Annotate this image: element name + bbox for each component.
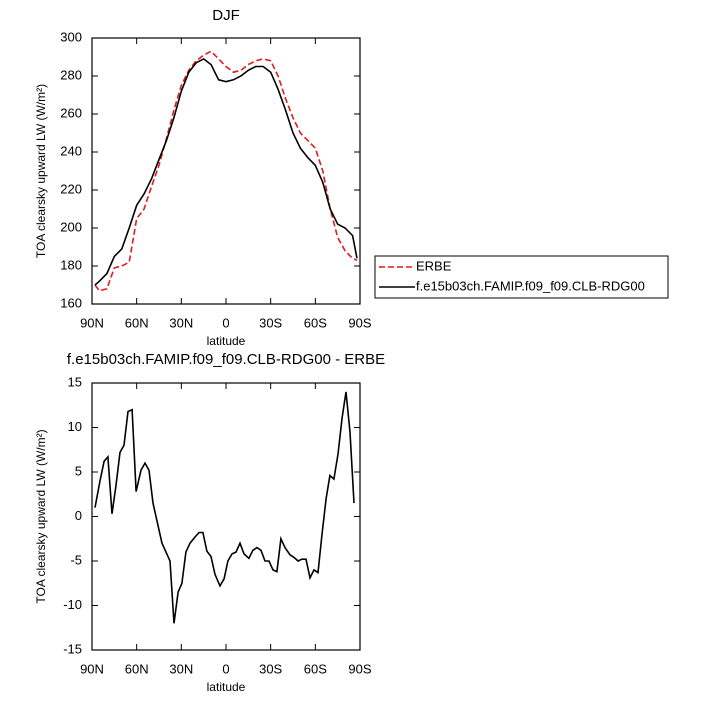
y-tick-label: 160: [60, 295, 82, 310]
x-tick-label: 90S: [348, 661, 371, 676]
y-tick-label: 240: [60, 143, 82, 158]
y-tick-label: 0: [75, 508, 82, 523]
y-tick-label: 10: [68, 419, 82, 434]
x-tick-label: 60S: [304, 661, 327, 676]
chart-title: f.e15b03ch.FAMIP.f09_f09.CLB-RDG00 - ERB…: [67, 351, 385, 368]
y-tick-label: 280: [60, 67, 82, 82]
y-tick-label: 5: [75, 463, 82, 478]
plot-frame: [91, 37, 361, 305]
x-tick-label: 90S: [348, 315, 371, 330]
x-tick-label: 30N: [169, 661, 193, 676]
y-axis-label: TOA clearsky upward LW (W/m²): [34, 429, 48, 603]
y-tick-label: -15: [63, 641, 82, 656]
legend-box: [374, 255, 669, 299]
y-tick-label: -5: [70, 552, 82, 567]
data-line: [94, 50, 358, 292]
x-axis-label: latitude: [207, 680, 246, 694]
x-tick-label: 0: [222, 661, 229, 676]
x-tick-label: 60N: [125, 315, 149, 330]
y-axis-label: TOA clearsky upward LW (W/m²): [34, 84, 48, 258]
y-tick-label: 15: [68, 374, 82, 389]
x-tick-label: 30S: [259, 661, 282, 676]
data-line: [94, 391, 355, 624]
x-tick-label: 30N: [169, 315, 193, 330]
x-tick-label: 0: [222, 315, 229, 330]
plot-frame: [91, 382, 361, 651]
legend-label: ERBE: [416, 258, 452, 273]
x-tick-label: 30S: [259, 315, 282, 330]
y-tick-label: 200: [60, 219, 82, 234]
y-tick-label: 260: [60, 105, 82, 120]
y-tick-label: 220: [60, 181, 82, 196]
x-tick-label: 60S: [304, 315, 327, 330]
y-tick-label: -10: [63, 597, 82, 612]
chart-title: DJF: [212, 7, 240, 24]
x-axis-label: latitude: [207, 334, 246, 348]
y-tick-label: 180: [60, 257, 82, 272]
x-tick-label: 90N: [80, 661, 104, 676]
x-tick-label: 90N: [80, 315, 104, 330]
legend-label: f.e15b03ch.FAMIP.f09_f09.CLB-RDG00: [416, 278, 645, 293]
data-line: [94, 57, 358, 286]
y-tick-label: 300: [60, 29, 82, 44]
x-tick-label: 60N: [125, 661, 149, 676]
